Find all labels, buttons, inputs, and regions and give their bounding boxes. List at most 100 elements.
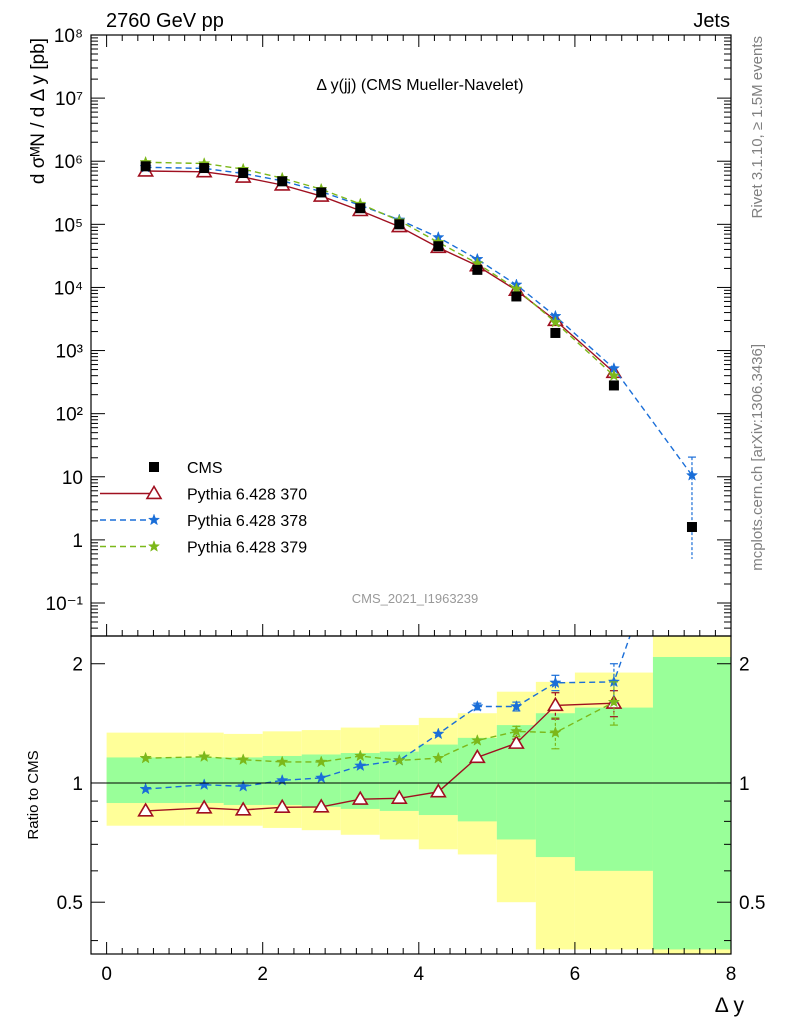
x-tick-label: 0 — [101, 964, 112, 985]
ratio-1-point — [471, 699, 484, 712]
ratio-2-point — [471, 733, 484, 746]
header-left: 2760 GeV pp — [106, 10, 224, 32]
cms-data-point — [472, 264, 483, 275]
y-tick-label: 10⁶ — [54, 152, 83, 173]
mcplots-label: mcplots.cern.ch [arXiv:1306.3436] — [749, 344, 766, 571]
cms-data-point — [608, 380, 619, 391]
ratio-tick-label-right: 1 — [739, 774, 750, 795]
series-line-1 — [145, 166, 693, 476]
legend-marker — [149, 462, 159, 472]
cms-data-point — [316, 187, 327, 198]
ratio-1-point — [315, 771, 328, 784]
ratio-2-point — [393, 753, 406, 766]
ratio-1-point — [432, 727, 445, 740]
y-tick-label: 10² — [56, 405, 83, 426]
x-tick-label: 6 — [570, 964, 581, 985]
ratio-0-point — [234, 801, 252, 816]
y-tick-label: 10⁻¹ — [46, 594, 84, 615]
y-tick-label: 10 — [62, 468, 83, 489]
series-2-point — [510, 282, 523, 295]
ratio-tick-label: 1 — [72, 774, 83, 795]
ratio-0-point — [312, 798, 330, 813]
axes: 0 2 4 6 8 10⁻¹ 1 10 10² 10³ 10⁴ 10⁵ 10⁶ 10⁷ 10⁸ 0.5 0.5 1… — [46, 26, 766, 985]
ratio-0-point — [429, 783, 447, 798]
ratio-tick-label-right: 0.5 — [739, 893, 765, 914]
series-line-2 — [145, 161, 615, 377]
ratio-bands — [106, 636, 731, 954]
ratio-axis-label: Ratio to CMS — [25, 750, 42, 839]
y-tick-label: 10⁴ — [54, 278, 83, 299]
ratio-2-point — [197, 750, 211, 762]
legend-label: Pythia 6.428 379 — [187, 540, 307, 557]
ratio-0-point — [273, 798, 291, 814]
x-axis-label: Δ y — [715, 994, 745, 1017]
main-plot — [137, 155, 699, 559]
cms-data-point — [199, 163, 210, 174]
ratio-0-point — [507, 734, 525, 749]
ratio-2-point — [237, 753, 250, 765]
legend-marker — [145, 484, 163, 500]
cms-data-point — [394, 219, 405, 230]
ratio-1-point — [139, 782, 152, 795]
ratio-2-point — [315, 755, 328, 768]
ratio-2-point — [354, 749, 367, 762]
x-tick-label: 2 — [257, 964, 268, 985]
y-tick-label: 10³ — [56, 342, 83, 363]
series-2-point — [549, 315, 562, 328]
cms-data-point — [355, 203, 366, 214]
band-green-10 — [535, 713, 575, 858]
y-tick-label: 10⁸ — [54, 26, 83, 47]
chart-title: Δ y(jj) (CMS Mueller-Navelet) — [316, 77, 523, 94]
cms-data-point — [277, 176, 288, 187]
y-tick-label: 10⁵ — [54, 215, 83, 236]
series-line-0 — [145, 170, 615, 373]
ratio-0-point — [546, 696, 564, 712]
x-tick-label: 4 — [414, 964, 425, 985]
ratio-0-point — [137, 802, 155, 817]
legend-label: Pythia 6.428 378 — [187, 513, 307, 530]
cms-data-point — [433, 241, 444, 252]
ratio-2-point — [432, 751, 445, 764]
x-tick-label: 8 — [726, 964, 737, 985]
legend-label: CMS — [187, 460, 223, 477]
ratio-line-2 — [145, 701, 615, 763]
series-1-point — [685, 468, 699, 481]
cms-data-point — [238, 168, 249, 179]
ratio-0-point — [351, 790, 369, 805]
cms-data-point — [140, 161, 151, 172]
ratio-2-point — [276, 755, 289, 768]
ratio-tick-label: 0.5 — [57, 893, 83, 914]
ratio-0-point — [468, 748, 486, 764]
ratio-line-0 — [145, 702, 614, 812]
band-green-0 — [106, 757, 185, 804]
legend: CMS Pythia 6.428 370 Pythia 6.428 378 Pythi… — [100, 460, 307, 557]
y-tick-label: 1 — [72, 531, 83, 552]
legend-marker — [147, 539, 161, 552]
ratio-1-point — [354, 759, 367, 772]
series-2-point — [607, 369, 621, 381]
cms-data-point — [511, 291, 522, 302]
ratio-1-point — [549, 676, 562, 689]
analysis-watermark: CMS_2021_I1963239 — [352, 591, 479, 606]
ratio-1-point — [237, 779, 250, 792]
band-green-12 — [652, 656, 731, 950]
ratio-frame — [90, 635, 732, 955]
cms-data-point — [686, 522, 697, 533]
rivet-label: Rivet 3.1.10, ≥ 1.5M events — [749, 36, 766, 219]
legend-label: Pythia 6.428 370 — [187, 487, 307, 504]
ratio-tick-label: 2 — [72, 655, 83, 676]
y-tick-label: 10⁷ — [55, 89, 83, 110]
ratio-0-point — [195, 799, 213, 814]
header-right: Jets — [693, 10, 730, 32]
ratio-2-point — [607, 695, 621, 708]
band-green-11 — [574, 707, 653, 871]
legend-marker — [147, 513, 161, 526]
ratio-0-point — [390, 789, 408, 804]
cms-data-point — [550, 327, 561, 338]
ratio-2-point — [139, 751, 152, 764]
y-axis-label: d σᴹN / d Δ y [pb] — [28, 38, 49, 184]
ratio-2-point — [510, 724, 523, 737]
ratio-2-point — [549, 726, 562, 738]
ratio-1-point — [510, 699, 523, 712]
